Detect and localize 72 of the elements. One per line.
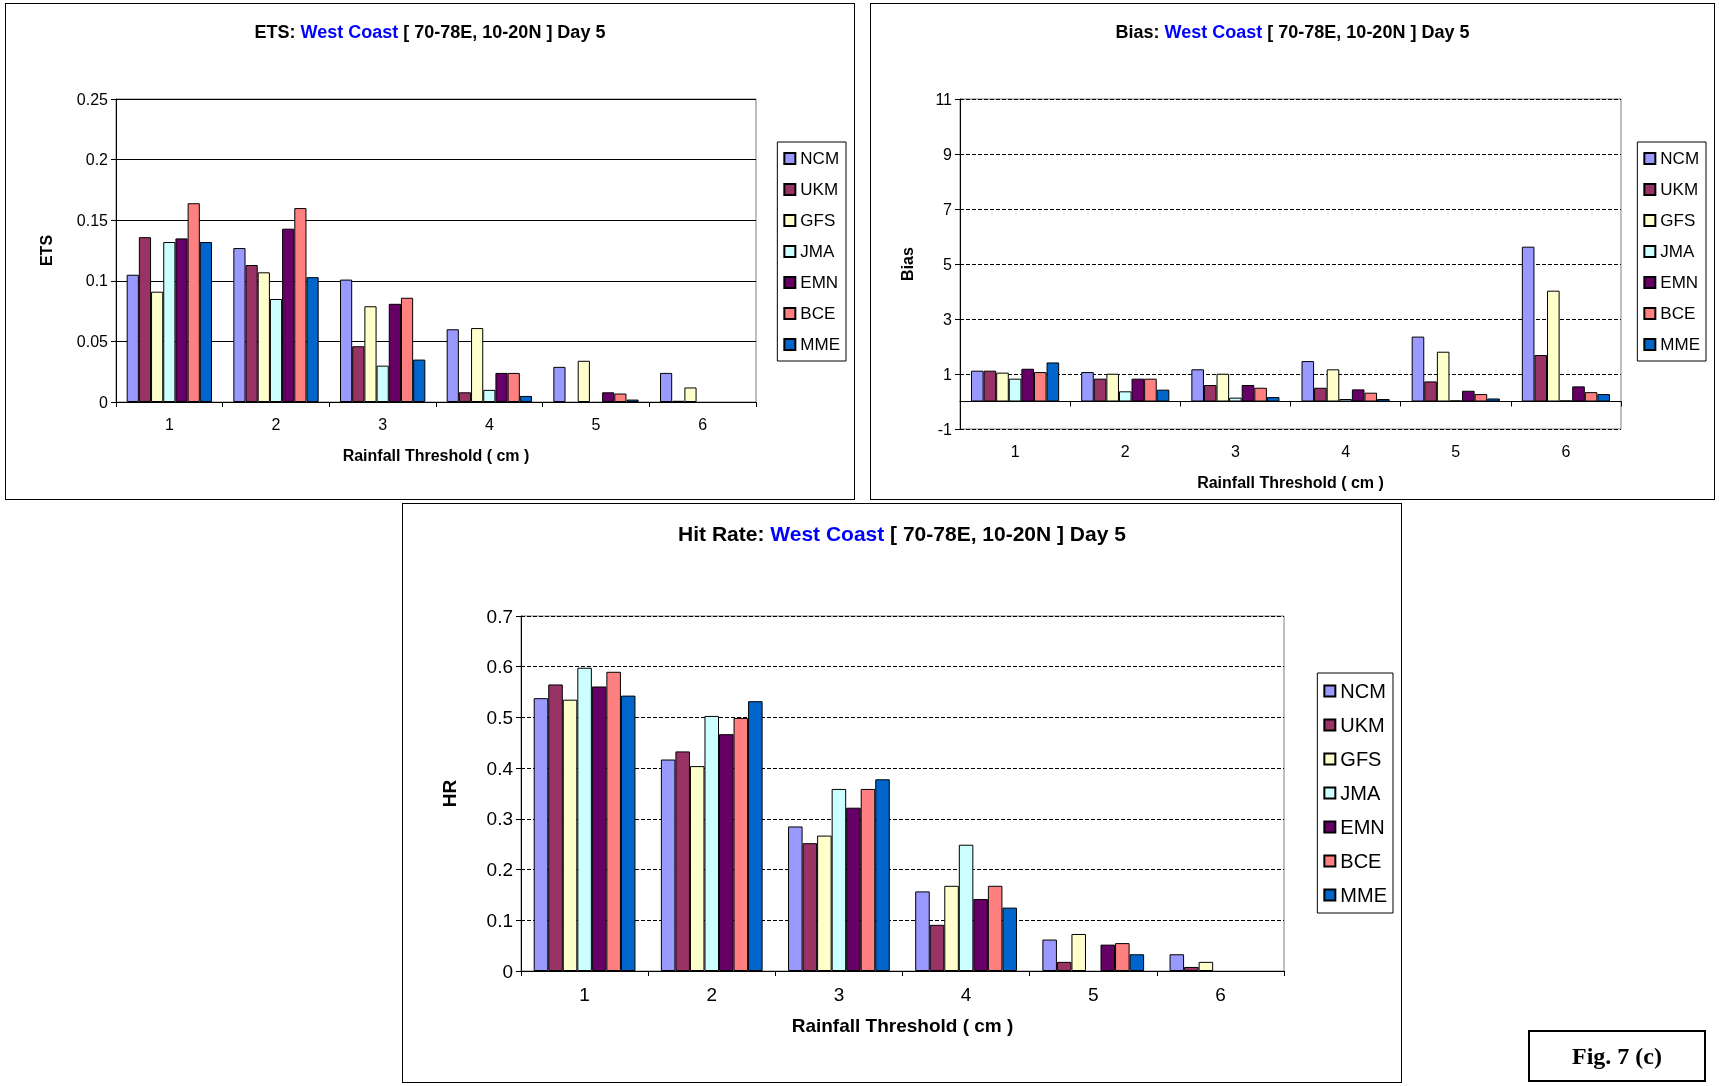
x-axis-title: Rainfall Threshold ( cm ) [342,446,530,464]
legend-label: JMA [1340,782,1381,804]
legend-label: BCE [1660,304,1696,323]
y-tick-label: 0 [502,960,513,982]
y-tick-label: 0.7 [486,605,513,627]
y-tick-label: 0.5 [486,706,513,728]
legend-label: BCE [1340,850,1382,872]
x-axis-title: Rainfall Threshold ( cm ) [791,1015,1014,1036]
x-tick-label: 3 [378,415,388,433]
y-tick-label: 0.25 [76,90,109,108]
legend-label: NCM [800,149,840,168]
chart-title: Hit Rate: West Coast [ 70-78E, 10-20N ] Day 5 [678,522,1127,545]
y-tick-label: 7 [943,200,953,218]
y-axis-title: HR [439,779,460,808]
y-tick-label: 5 [943,255,953,273]
legend-label: JMA [1660,242,1695,261]
legend-label: GFS [800,211,836,230]
x-tick-label: 5 [1451,442,1461,460]
x-tick-label: 4 [484,415,494,433]
legend-label: EMN [800,273,839,292]
legend-label: GFS [1660,211,1696,230]
x-tick-label: 1 [1010,442,1020,460]
x-tick-label: 4 [960,984,972,1005]
y-tick-label: 0.6 [486,656,513,678]
y-axis-title: ETS [37,234,55,267]
legend-label: NCM [1660,149,1700,168]
x-axis-title: Rainfall Threshold ( cm ) [1197,473,1384,491]
y-tick-label: 0.1 [486,909,513,931]
x-tick-label: 6 [698,415,708,433]
legend-label: MME [800,335,841,354]
x-tick-label: 2 [1120,442,1130,460]
legend-label: BCE [800,304,836,323]
legend-label: GFS [1340,748,1382,770]
y-tick-label: 0.15 [76,211,109,229]
y-tick-label: 0.05 [76,332,109,350]
x-tick-label: 6 [1215,984,1226,1005]
y-tick-label: 0.1 [85,272,109,290]
legend-label: EMN [1340,816,1385,838]
x-tick-label: 6 [1561,442,1571,460]
legend-label: UKM [800,180,839,199]
x-tick-label: 2 [271,415,281,433]
y-tick-label: -1 [937,420,953,438]
y-tick-label: 3 [943,310,953,328]
x-tick-label: 2 [706,984,718,1005]
x-tick-label: 1 [164,415,174,433]
x-tick-label: 5 [1087,984,1099,1005]
legend-label: EMN [1660,273,1699,292]
chart-title: ETS: West Coast [ 70-78E, 10-20N ] Day 5 [254,22,606,42]
y-tick-label: 11 [935,90,953,108]
legend-label: NCM [1340,680,1386,702]
x-tick-label: 5 [591,415,601,433]
y-tick-label: 0.2 [486,859,513,881]
legend-label: JMA [800,242,835,261]
caption: Fig. 7 (c) [1528,1030,1706,1082]
legend-label: UKM [1340,714,1385,736]
y-tick-label: 0 [99,393,109,411]
y-axis-title: Bias [898,247,916,281]
y-tick-label: 9 [943,145,953,163]
y-tick-label: 1 [943,365,953,383]
y-tick-label: 0.3 [486,808,513,830]
legend-label: MME [1340,884,1388,906]
legend-label: UKM [1660,180,1699,199]
y-tick-label: 0.4 [486,757,514,779]
legend-label: MME [1660,335,1701,354]
chart-title: Bias: West Coast [ 70-78E, 10-20N ] Day 5 [1115,22,1470,42]
x-tick-label: 1 [579,984,590,1005]
y-tick-label: 0.2 [85,151,109,169]
x-tick-label: 3 [833,984,845,1005]
x-tick-label: 4 [1341,442,1351,460]
x-tick-label: 3 [1230,442,1240,460]
bar [577,360,590,402]
bar [553,366,566,402]
